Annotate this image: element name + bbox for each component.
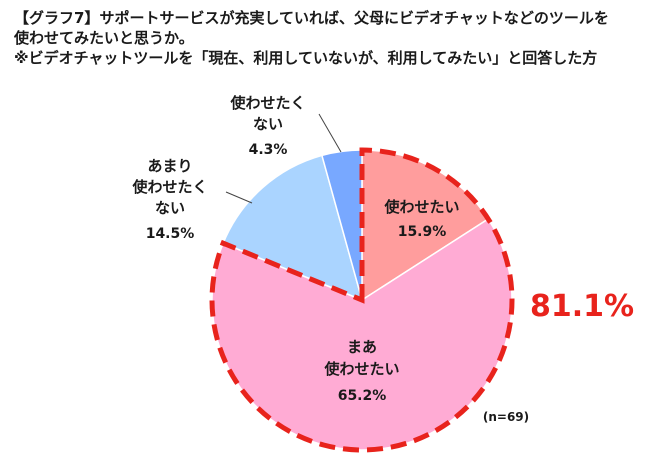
sample-size-note: (n=69): [483, 410, 529, 424]
slice-value-label: 15.9%: [398, 224, 447, 240]
pie-slices: [211, 149, 513, 451]
slice-label-line: 使わせたい: [383, 198, 459, 216]
slice-label-line: ない: [253, 115, 283, 133]
slice-label-line: あまり: [147, 157, 192, 175]
leader-line-not-want: [318, 113, 342, 153]
title-line-2: 使わせてみたいと思うか。: [14, 29, 194, 47]
slice-value-label: 4.3%: [249, 142, 288, 158]
slice-rather-not: [222, 154, 364, 302]
highlight-dashed-outline: [209, 147, 515, 453]
chart-title: 【グラフ7】サポートサービスが充実していれば、父母にビデオチャットなどのツールを…: [14, 8, 644, 68]
slice-label-line: 使わせたく: [131, 178, 207, 196]
slice-label-line: ない: [155, 199, 185, 217]
total-percentage: 81.1%: [530, 289, 634, 324]
slice-label-line: 使わせたく: [229, 94, 305, 112]
leader-line-rather-not: [225, 191, 253, 204]
slice-value-label: 65.2%: [338, 388, 387, 404]
slice-label-line: まあ: [347, 338, 377, 356]
title-line-3: ※ビデオチャットツールを「現在、利用していないが、利用してみたい」と回答した方: [14, 49, 598, 67]
title-line-1: 【グラフ7】サポートサービスが充実していれば、父母にビデオチャットなどのツールを: [14, 9, 609, 27]
slice-label-line: 使わせたい: [323, 360, 399, 378]
slice-value-label: 14.5%: [146, 226, 195, 242]
label-want: 使わせたい 15.9%: [383, 198, 459, 240]
slice-labels: 使わせたい15.9%まあ使わせたい65.2%あまり使わせたくない14.5%使わせ…: [131, 94, 459, 404]
